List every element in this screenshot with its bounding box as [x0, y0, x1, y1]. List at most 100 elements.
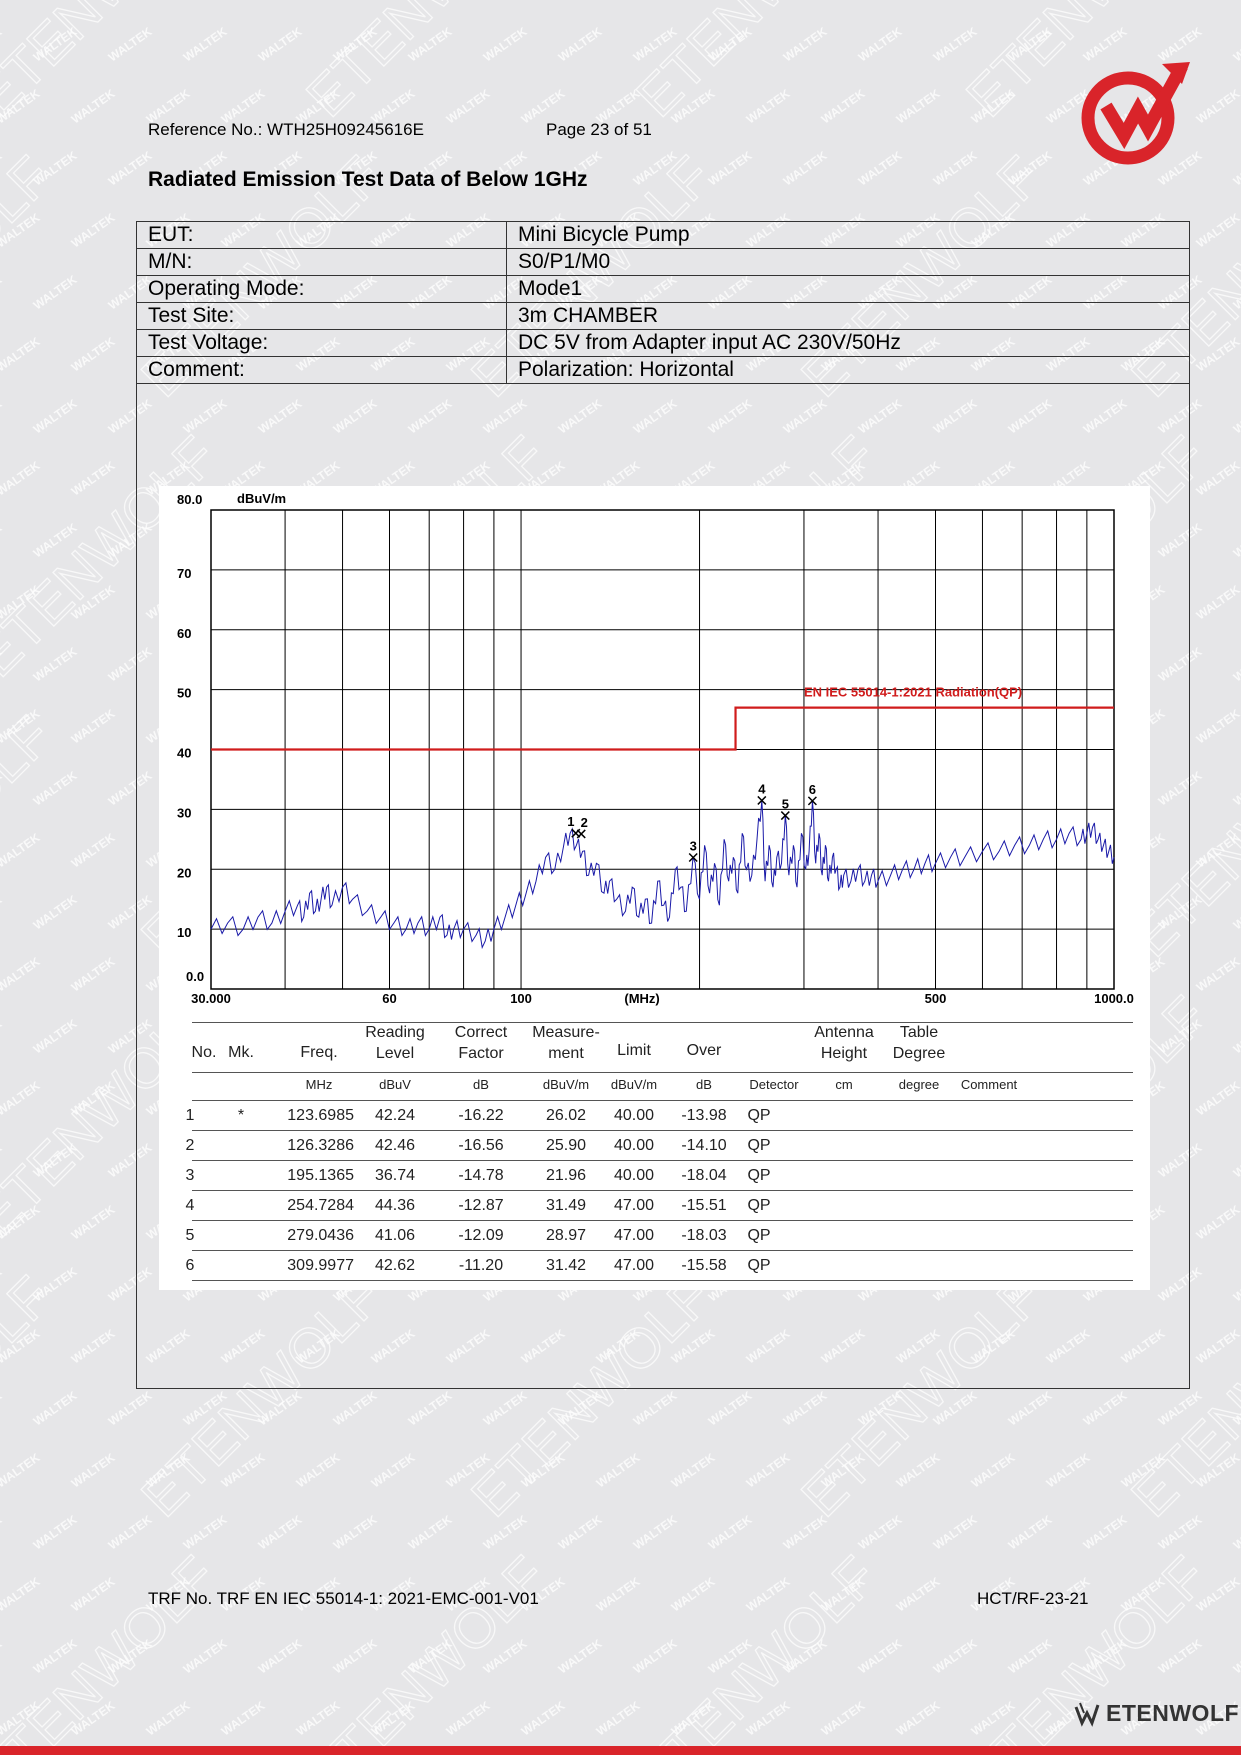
watermark-small: WALTEK [31, 1264, 80, 1304]
x-tick-label: (MHz) [624, 991, 659, 1006]
watermark-small: WALTEK [256, 1388, 305, 1428]
watermark-small: WALTEK [1194, 210, 1241, 250]
marker-3: 3 [688, 839, 698, 863]
watermark-small: WALTEK [406, 1512, 455, 1552]
watermark-small: WALTEK [894, 1574, 943, 1614]
watermark-small: WALTEK [0, 706, 43, 746]
watermark-small: WALTEK [0, 458, 43, 498]
cell-no: 5 [185, 1227, 195, 1244]
cell-no: 2 [185, 1137, 195, 1154]
marker-label: 1 [567, 814, 574, 829]
watermark-small: WALTEK [819, 86, 868, 126]
cell-measure: 31.49 [545, 1197, 587, 1214]
marker-5: 5 [780, 797, 790, 821]
cell-over: -14.10 [681, 1137, 727, 1154]
watermark-small: WALTEK [969, 0, 1018, 2]
watermark-small: WALTEK [1231, 24, 1241, 64]
watermark-small: WALTEK [0, 892, 5, 932]
y-axis-unit: dBuV/m [237, 491, 286, 506]
unit-correct: dB [473, 1077, 489, 1092]
y-tick-label: 60 [177, 626, 191, 641]
watermark-small: WALTEK [0, 396, 5, 436]
watermark-small: WALTEK [1231, 1636, 1241, 1676]
watermark-small: WALTEK [969, 1698, 1018, 1738]
marker-label: 4 [758, 781, 766, 796]
watermark-small: WALTEK [594, 1574, 643, 1614]
col-antenna-header: Antenna [814, 1024, 874, 1041]
watermark-small: WALTEK [444, 1450, 493, 1490]
watermark-small: WALTEK [1194, 86, 1241, 126]
watermark-small: WALTEK [0, 1016, 5, 1056]
watermark-small: WALTEK [31, 272, 80, 312]
watermark-small: WALTEK [31, 148, 80, 188]
watermark-small: WALTEK [0, 1078, 43, 1118]
watermark-small: WALTEK [931, 148, 980, 188]
watermark-small: WALTEK [294, 1450, 343, 1490]
watermark-small: WALTEK [1081, 1636, 1130, 1676]
watermark-large: ETENWOLF [0, 144, 63, 409]
y-tick-label: 40 [177, 746, 191, 761]
watermark-small: WALTEK [0, 954, 43, 994]
watermark-small: WALTEK [31, 1636, 80, 1676]
cell-over: -13.98 [681, 1107, 727, 1124]
watermark-small: WALTEK [1194, 1078, 1241, 1118]
unit-freq: MHz [305, 1077, 333, 1092]
watermark-small: WALTEK [0, 830, 43, 870]
unit-detector: Detector [749, 1077, 799, 1092]
watermark-small: WALTEK [781, 1388, 830, 1428]
watermark-small: WALTEK [1194, 706, 1241, 746]
watermark-small: WALTEK [1194, 458, 1241, 498]
limit-line [211, 706, 1114, 751]
watermark-small: WALTEK [669, 86, 718, 126]
watermark-small: WALTEK [519, 1450, 568, 1490]
cell-no: 6 [185, 1257, 195, 1274]
watermark-small: WALTEK [931, 1636, 980, 1676]
result-row: 3 195.1365 36.74 -14.78 21.96 40.00 -18.04 QP [159, 1161, 1150, 1191]
info-value: Mini Bicycle Pump [506, 221, 1190, 249]
row-divider [192, 1280, 1133, 1281]
x-tick-label: 1000.0 [1094, 991, 1134, 1006]
watermark-large: ETENWOLF [0, 1544, 228, 1755]
cell-correct: -16.56 [458, 1137, 504, 1154]
watermark-small: WALTEK [631, 148, 680, 188]
watermark-small: WALTEK [31, 1388, 80, 1428]
watermark-small: WALTEK [106, 24, 155, 64]
watermark-small: WALTEK [1006, 1636, 1055, 1676]
watermark-small: WALTEK [0, 1450, 43, 1490]
page-number: Page 23 of 51 [546, 120, 652, 139]
row-divider [192, 1190, 1133, 1191]
cell-reading: 36.74 [374, 1167, 416, 1184]
watermark-small: WALTEK [706, 1388, 755, 1428]
col-over-header: Over [686, 1042, 722, 1059]
cell-over: -18.04 [681, 1167, 727, 1184]
brand-name: ETENWOLF [1106, 1700, 1240, 1726]
watermark-small: WALTEK [0, 1698, 43, 1738]
watermark-small: WALTEK [631, 1512, 680, 1552]
watermark-small: WALTEK [669, 1698, 718, 1738]
watermark-small: WALTEK [69, 582, 118, 622]
cell-reading: 41.06 [374, 1227, 416, 1244]
watermark-small: WALTEK [0, 1512, 5, 1552]
watermark-small: WALTEK [181, 24, 230, 64]
col-mk-header: Mk. [228, 1044, 254, 1061]
cell-limit: 40.00 [613, 1167, 655, 1184]
info-label: Operating Mode: [136, 275, 507, 303]
info-label: Test Voltage: [136, 329, 507, 357]
waltek-logo-icon [1081, 62, 1190, 165]
watermark-small: WALTEK [0, 24, 5, 64]
info-row: Comment: Polarization: Horizontal [136, 356, 1190, 384]
watermark-small: WALTEK [744, 0, 793, 2]
col-limit-header: Limit [617, 1042, 651, 1059]
watermark-small: WALTEK [1194, 0, 1241, 2]
watermark-small: WALTEK [1119, 1574, 1168, 1614]
watermark-small: WALTEK [706, 24, 755, 64]
watermark-large: ETENWOLF [0, 0, 228, 128]
cell-correct: -11.20 [458, 1257, 504, 1274]
watermark-small: WALTEK [856, 148, 905, 188]
watermark-small: WALTEK [406, 24, 455, 64]
watermark-small: WALTEK [1044, 1450, 1093, 1490]
watermark-small: WALTEK [0, 272, 5, 312]
cell-measure: 31.42 [545, 1257, 587, 1274]
watermark-small: WALTEK [1081, 24, 1130, 64]
cell-detector: QP [747, 1167, 771, 1184]
